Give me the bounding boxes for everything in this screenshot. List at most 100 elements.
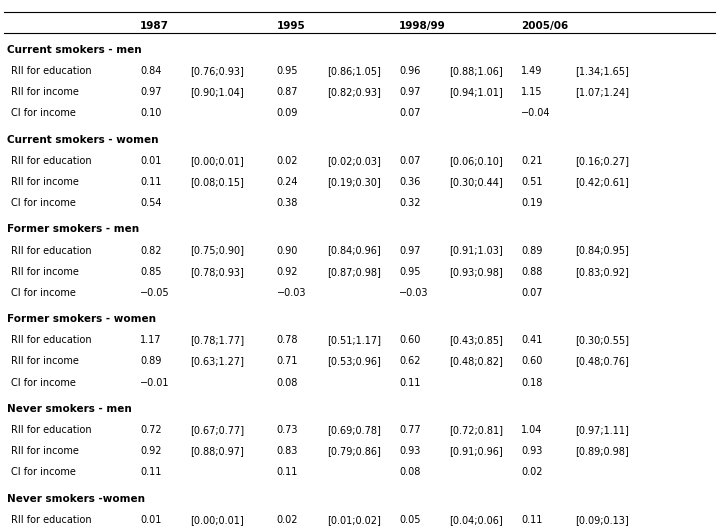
Text: 0.88: 0.88 <box>521 267 543 277</box>
Text: 1987: 1987 <box>140 21 169 31</box>
Text: [0.63;1.27]: [0.63;1.27] <box>191 356 244 366</box>
Text: 0.41: 0.41 <box>521 335 543 345</box>
Text: 0.24: 0.24 <box>277 177 298 187</box>
Text: [0.53;0.96]: [0.53;0.96] <box>327 356 381 366</box>
Text: [0.88;1.06]: [0.88;1.06] <box>449 66 503 76</box>
Text: 0.95: 0.95 <box>399 267 421 277</box>
Text: 0.92: 0.92 <box>140 446 162 456</box>
Text: [0.30;0.55]: [0.30;0.55] <box>575 335 629 345</box>
Text: 0.11: 0.11 <box>277 467 298 477</box>
Text: 1.04: 1.04 <box>521 425 543 435</box>
Text: 0.11: 0.11 <box>140 177 162 187</box>
Text: 0.05: 0.05 <box>399 515 421 525</box>
Text: 0.78: 0.78 <box>277 335 298 345</box>
Text: 0.02: 0.02 <box>277 156 298 166</box>
Text: RII for education: RII for education <box>11 156 91 166</box>
Text: 0.97: 0.97 <box>399 87 421 97</box>
Text: 0.10: 0.10 <box>140 108 162 118</box>
Text: [0.02;0.03]: [0.02;0.03] <box>327 156 381 166</box>
Text: 0.54: 0.54 <box>140 198 162 208</box>
Text: RII for income: RII for income <box>11 356 78 366</box>
Text: [0.67;0.77]: [0.67;0.77] <box>191 425 244 435</box>
Text: 2005/06: 2005/06 <box>521 21 569 31</box>
Text: [0.00;0.01]: [0.00;0.01] <box>191 515 244 525</box>
Text: −0.04: −0.04 <box>521 108 551 118</box>
Text: RII for income: RII for income <box>11 267 78 277</box>
Text: [0.76;0.93]: [0.76;0.93] <box>191 66 244 76</box>
Text: [0.86;1.05]: [0.86;1.05] <box>327 66 381 76</box>
Text: 0.93: 0.93 <box>521 446 543 456</box>
Text: [0.91;0.96]: [0.91;0.96] <box>449 446 503 456</box>
Text: [0.01;0.02]: [0.01;0.02] <box>327 515 381 525</box>
Text: 0.01: 0.01 <box>140 515 162 525</box>
Text: [0.94;1.01]: [0.94;1.01] <box>449 87 503 97</box>
Text: [0.84;0.95]: [0.84;0.95] <box>575 246 629 256</box>
Text: [0.78;1.77]: [0.78;1.77] <box>191 335 244 345</box>
Text: RII for education: RII for education <box>11 335 91 345</box>
Text: 0.09: 0.09 <box>277 108 298 118</box>
Text: 0.32: 0.32 <box>399 198 421 208</box>
Text: Never smokers -women: Never smokers -women <box>7 494 145 504</box>
Text: [0.75;0.90]: [0.75;0.90] <box>191 246 244 256</box>
Text: Current smokers - men: Current smokers - men <box>7 45 142 55</box>
Text: −0.03: −0.03 <box>399 288 429 298</box>
Text: 0.11: 0.11 <box>521 515 543 525</box>
Text: 0.07: 0.07 <box>521 288 543 298</box>
Text: 0.97: 0.97 <box>399 246 421 256</box>
Text: 0.08: 0.08 <box>277 378 298 388</box>
Text: 0.08: 0.08 <box>399 467 421 477</box>
Text: [1.34;1.65]: [1.34;1.65] <box>575 66 629 76</box>
Text: CI for income: CI for income <box>11 198 75 208</box>
Text: 1.15: 1.15 <box>521 87 543 97</box>
Text: 0.11: 0.11 <box>140 467 162 477</box>
Text: CI for income: CI for income <box>11 108 75 118</box>
Text: 0.95: 0.95 <box>277 66 298 76</box>
Text: 0.83: 0.83 <box>277 446 298 456</box>
Text: RII for income: RII for income <box>11 446 78 456</box>
Text: CI for income: CI for income <box>11 378 75 388</box>
Text: RII for education: RII for education <box>11 425 91 435</box>
Text: 0.07: 0.07 <box>399 108 421 118</box>
Text: 0.62: 0.62 <box>399 356 421 366</box>
Text: 0.38: 0.38 <box>277 198 298 208</box>
Text: 0.93: 0.93 <box>399 446 421 456</box>
Text: 1.17: 1.17 <box>140 335 162 345</box>
Text: −0.01: −0.01 <box>140 378 170 388</box>
Text: [0.08;0.15]: [0.08;0.15] <box>191 177 244 187</box>
Text: 0.77: 0.77 <box>399 425 421 435</box>
Text: CI for income: CI for income <box>11 467 75 477</box>
Text: 0.02: 0.02 <box>521 467 543 477</box>
Text: [0.89;0.98]: [0.89;0.98] <box>575 446 629 456</box>
Text: 0.87: 0.87 <box>277 87 298 97</box>
Text: −0.05: −0.05 <box>140 288 170 298</box>
Text: Former smokers - women: Former smokers - women <box>7 314 156 324</box>
Text: 0.11: 0.11 <box>399 378 421 388</box>
Text: RII for education: RII for education <box>11 246 91 256</box>
Text: [0.51;1.17]: [0.51;1.17] <box>327 335 381 345</box>
Text: RII for education: RII for education <box>11 515 91 525</box>
Text: 0.51: 0.51 <box>521 177 543 187</box>
Text: [0.90;1.04]: [0.90;1.04] <box>191 87 244 97</box>
Text: 1.49: 1.49 <box>521 66 543 76</box>
Text: 0.72: 0.72 <box>140 425 162 435</box>
Text: 0.01: 0.01 <box>140 156 162 166</box>
Text: 0.21: 0.21 <box>521 156 543 166</box>
Text: −0.03: −0.03 <box>277 288 306 298</box>
Text: [0.84;0.96]: [0.84;0.96] <box>327 246 381 256</box>
Text: 0.60: 0.60 <box>399 335 421 345</box>
Text: [0.04;0.06]: [0.04;0.06] <box>449 515 503 525</box>
Text: [0.48;0.82]: [0.48;0.82] <box>449 356 503 366</box>
Text: [0.42;0.61]: [0.42;0.61] <box>575 177 629 187</box>
Text: 1998/99: 1998/99 <box>399 21 446 31</box>
Text: Current smokers - women: Current smokers - women <box>7 135 159 145</box>
Text: 0.89: 0.89 <box>521 246 543 256</box>
Text: [0.87;0.98]: [0.87;0.98] <box>327 267 381 277</box>
Text: 0.84: 0.84 <box>140 66 162 76</box>
Text: [0.00;0.01]: [0.00;0.01] <box>191 156 244 166</box>
Text: Former smokers - men: Former smokers - men <box>7 224 139 234</box>
Text: [0.93;0.98]: [0.93;0.98] <box>449 267 503 277</box>
Text: [0.48;0.76]: [0.48;0.76] <box>575 356 629 366</box>
Text: RII for income: RII for income <box>11 87 78 97</box>
Text: [0.78;0.93]: [0.78;0.93] <box>191 267 244 277</box>
Text: 0.36: 0.36 <box>399 177 421 187</box>
